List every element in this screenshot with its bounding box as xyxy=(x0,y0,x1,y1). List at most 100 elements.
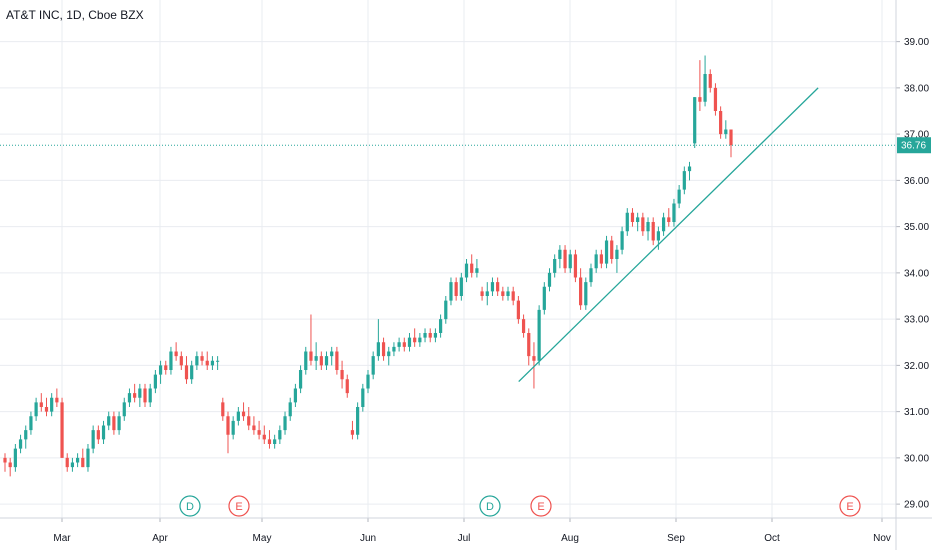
candle-body[interactable] xyxy=(273,439,277,444)
candle-body[interactable] xyxy=(335,351,339,371)
candle-body[interactable] xyxy=(521,319,526,333)
candle-body[interactable] xyxy=(459,277,463,297)
candle-body[interactable] xyxy=(174,351,178,357)
candle-body[interactable] xyxy=(361,388,365,408)
candle-body[interactable] xyxy=(29,416,33,431)
candle-body[interactable] xyxy=(190,365,194,380)
candle-body[interactable] xyxy=(594,254,598,269)
candle-body[interactable] xyxy=(91,430,95,449)
candle-body[interactable] xyxy=(480,291,484,296)
candle-body[interactable] xyxy=(490,282,495,292)
candles[interactable] xyxy=(3,55,733,477)
candle-body[interactable] xyxy=(532,356,536,361)
candle-body[interactable] xyxy=(501,291,505,296)
candle-body[interactable] xyxy=(158,365,163,375)
candle-body[interactable] xyxy=(620,231,624,250)
candle-body[interactable] xyxy=(319,356,323,366)
candle-body[interactable] xyxy=(407,337,412,347)
dividend-marker[interactable] xyxy=(479,495,501,517)
candle-body[interactable] xyxy=(350,430,355,435)
candle-body[interactable] xyxy=(392,346,396,352)
candle-body[interactable] xyxy=(729,129,733,146)
candle-body[interactable] xyxy=(713,87,718,111)
candle-body[interactable] xyxy=(661,217,666,232)
candle-body[interactable] xyxy=(470,263,474,273)
candle-body[interactable] xyxy=(340,370,344,380)
trendline-layer[interactable] xyxy=(518,87,819,383)
candle-body[interactable] xyxy=(288,402,292,417)
candle-body[interactable] xyxy=(428,333,432,338)
candle-body[interactable] xyxy=(610,240,614,260)
candle-body[interactable] xyxy=(169,351,173,371)
candle-body[interactable] xyxy=(257,430,261,435)
candle-body[interactable] xyxy=(356,407,360,435)
dividend-marker[interactable] xyxy=(179,495,201,517)
candle-body[interactable] xyxy=(599,254,603,264)
candle-body[interactable] xyxy=(537,309,541,361)
candle-body[interactable] xyxy=(366,374,370,389)
candle-body[interactable] xyxy=(195,356,199,366)
candle-body[interactable] xyxy=(153,374,157,389)
candle-body[interactable] xyxy=(216,360,220,362)
earnings-marker[interactable] xyxy=(839,495,861,517)
candle-body[interactable] xyxy=(34,402,38,417)
candle-body[interactable] xyxy=(563,249,567,269)
candle-body[interactable] xyxy=(107,416,111,426)
candle-body[interactable] xyxy=(724,129,728,135)
candle-body[interactable] xyxy=(298,370,303,389)
earnings-marker[interactable] xyxy=(228,495,250,517)
candle-body[interactable] xyxy=(112,416,116,431)
candle-body[interactable] xyxy=(682,171,686,190)
candle-body[interactable] xyxy=(511,291,515,301)
candle-body[interactable] xyxy=(127,393,132,403)
candle-body[interactable] xyxy=(656,231,661,241)
candle-body[interactable] xyxy=(133,393,137,398)
candle-body[interactable] xyxy=(677,189,681,204)
candle-body[interactable] xyxy=(698,97,702,102)
candle-body[interactable] xyxy=(50,397,54,412)
candle-body[interactable] xyxy=(236,411,240,421)
candle-body[interactable] xyxy=(444,300,448,320)
candle-body[interactable] xyxy=(179,356,183,366)
candle-body[interactable] xyxy=(672,203,676,223)
candle-body[interactable] xyxy=(304,351,308,371)
candle-body[interactable] xyxy=(636,217,640,222)
candle-body[interactable] xyxy=(13,448,17,468)
candle-body[interactable] xyxy=(314,356,318,361)
candle-body[interactable] xyxy=(568,254,572,269)
candle-body[interactable] xyxy=(309,351,313,361)
candle-body[interactable] xyxy=(3,457,7,463)
candle-body[interactable] xyxy=(226,416,230,435)
candle-body[interactable] xyxy=(267,439,272,444)
candle-body[interactable] xyxy=(210,360,215,366)
candle-body[interactable] xyxy=(485,291,489,296)
candle-body[interactable] xyxy=(464,263,469,278)
candle-body[interactable] xyxy=(345,379,349,394)
candle-body[interactable] xyxy=(496,282,500,292)
candle-body[interactable] xyxy=(60,402,64,458)
candle-body[interactable] xyxy=(184,365,189,380)
candle-body[interactable] xyxy=(475,268,479,273)
candle-body[interactable] xyxy=(24,430,28,440)
candle-body[interactable] xyxy=(148,388,152,403)
candle-body[interactable] xyxy=(143,388,147,403)
candle-body[interactable] xyxy=(164,365,168,370)
trendline[interactable] xyxy=(518,87,819,383)
candle-body[interactable] xyxy=(200,356,204,361)
candle-body[interactable] xyxy=(138,388,142,398)
candle-body[interactable] xyxy=(252,425,256,431)
candle-body[interactable] xyxy=(397,342,401,347)
candle-body[interactable] xyxy=(205,360,209,366)
candle-body[interactable] xyxy=(122,402,126,417)
candle-body[interactable] xyxy=(293,388,298,403)
candle-body[interactable] xyxy=(371,356,375,375)
candle-body[interactable] xyxy=(542,286,546,310)
candle-body[interactable] xyxy=(101,425,106,440)
candle-body[interactable] xyxy=(558,249,562,259)
candle-body[interactable] xyxy=(506,291,510,296)
candle-body[interactable] xyxy=(667,217,671,222)
candle-body[interactable] xyxy=(708,74,712,88)
candle-body[interactable] xyxy=(8,462,12,468)
candle-body[interactable] xyxy=(221,402,225,417)
